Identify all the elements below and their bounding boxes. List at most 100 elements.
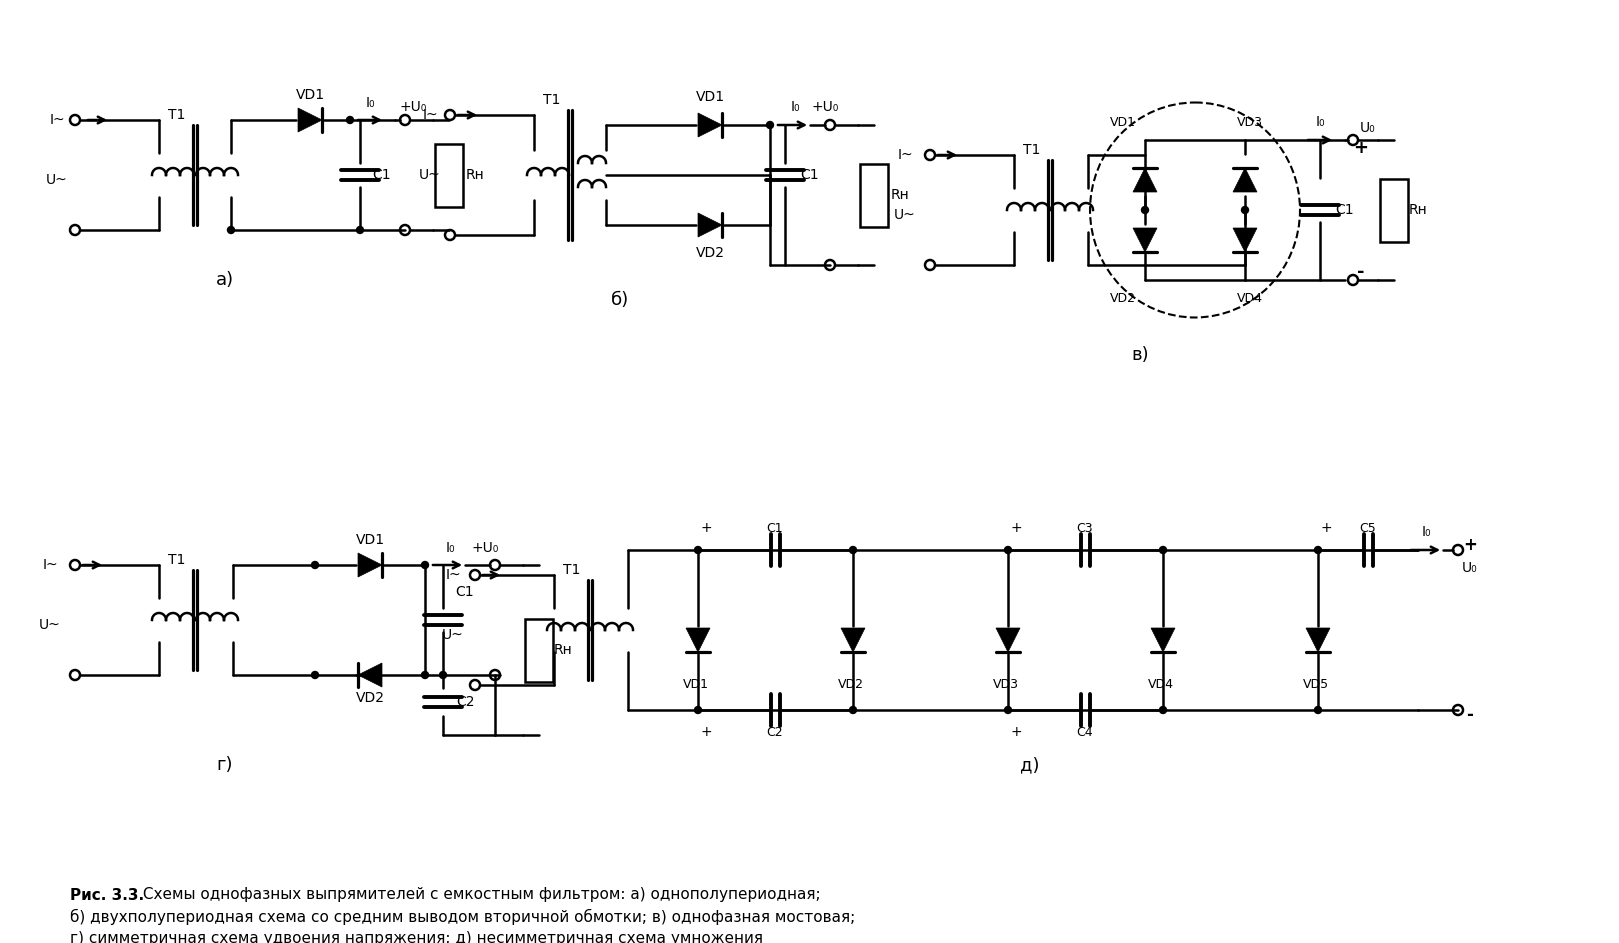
Bar bbox=[434, 143, 463, 207]
Text: +: + bbox=[1464, 536, 1477, 554]
Polygon shape bbox=[1133, 168, 1158, 192]
Text: I₀: I₀ bbox=[1421, 525, 1431, 539]
Circle shape bbox=[1004, 706, 1012, 714]
Text: VD1: VD1 bbox=[1111, 115, 1137, 128]
Text: U₀: U₀ bbox=[1360, 121, 1376, 135]
Circle shape bbox=[1159, 547, 1167, 554]
Text: U~: U~ bbox=[39, 618, 62, 632]
Text: -: - bbox=[1467, 706, 1473, 724]
Polygon shape bbox=[996, 628, 1020, 652]
Circle shape bbox=[766, 122, 774, 128]
Circle shape bbox=[1159, 706, 1167, 714]
Text: Схемы однофазных выпрямителей с емкостным фильтром: а) однополупериодная;: Схемы однофазных выпрямителей с емкостны… bbox=[138, 887, 821, 902]
Text: VD4: VD4 bbox=[1148, 679, 1174, 691]
Text: +U₀: +U₀ bbox=[400, 100, 427, 114]
Text: VD4: VD4 bbox=[1237, 291, 1263, 305]
Text: б) двухполупериодная схема со средним выводом вторичной обмотки; в) однофазная м: б) двухполупериодная схема со средним вы… bbox=[70, 909, 855, 925]
Text: T1: T1 bbox=[1023, 143, 1041, 157]
Text: г): г) bbox=[217, 756, 233, 774]
Text: Rн: Rн bbox=[1409, 203, 1428, 217]
Polygon shape bbox=[686, 628, 711, 652]
Circle shape bbox=[1315, 547, 1321, 554]
Polygon shape bbox=[840, 628, 865, 652]
Text: C1: C1 bbox=[767, 521, 784, 535]
Text: U₀: U₀ bbox=[1462, 561, 1478, 575]
Polygon shape bbox=[298, 108, 322, 132]
Text: C4: C4 bbox=[1077, 725, 1093, 738]
Text: VD1: VD1 bbox=[356, 533, 385, 547]
Text: Rн: Rн bbox=[890, 188, 910, 202]
Text: I₀: I₀ bbox=[1315, 115, 1324, 129]
Text: C1: C1 bbox=[1336, 203, 1355, 217]
Text: г) симметричная схема удвоения напряжения; д) несимметричная схема умножения: г) симметричная схема удвоения напряжени… bbox=[70, 932, 763, 943]
Text: VD2: VD2 bbox=[839, 679, 865, 691]
Text: Rн: Rн bbox=[554, 643, 573, 657]
Text: VD1: VD1 bbox=[696, 90, 725, 104]
Text: VD1: VD1 bbox=[295, 88, 324, 102]
Polygon shape bbox=[1234, 228, 1256, 252]
Circle shape bbox=[421, 671, 429, 679]
Text: в): в) bbox=[1132, 346, 1149, 364]
Circle shape bbox=[421, 561, 429, 569]
Circle shape bbox=[356, 226, 364, 234]
Text: I~: I~ bbox=[49, 113, 65, 127]
Text: VD2: VD2 bbox=[696, 246, 724, 260]
Text: I~: I~ bbox=[897, 148, 913, 162]
Polygon shape bbox=[358, 663, 382, 687]
Text: +U₀: +U₀ bbox=[471, 541, 499, 555]
Text: -: - bbox=[1357, 263, 1365, 281]
Text: +U₀: +U₀ bbox=[811, 100, 839, 114]
Text: U~: U~ bbox=[442, 628, 465, 642]
Text: VD3: VD3 bbox=[992, 679, 1018, 691]
Text: T1: T1 bbox=[544, 93, 560, 107]
Text: +: + bbox=[1010, 725, 1022, 739]
Polygon shape bbox=[1133, 228, 1158, 252]
Text: U~: U~ bbox=[45, 173, 68, 187]
Circle shape bbox=[228, 226, 235, 234]
Text: VD2: VD2 bbox=[1111, 291, 1137, 305]
Circle shape bbox=[850, 547, 856, 554]
Circle shape bbox=[311, 561, 319, 569]
Bar bbox=[525, 619, 554, 682]
Text: +: + bbox=[699, 725, 712, 739]
Text: +: + bbox=[699, 521, 712, 535]
Text: I~: I~ bbox=[445, 568, 461, 582]
Polygon shape bbox=[358, 553, 382, 577]
Circle shape bbox=[1141, 207, 1148, 213]
Text: U~: U~ bbox=[419, 168, 440, 182]
Text: C3: C3 bbox=[1077, 521, 1093, 535]
Polygon shape bbox=[698, 113, 722, 137]
Circle shape bbox=[439, 671, 447, 679]
Text: +: + bbox=[1010, 521, 1022, 535]
Text: C1: C1 bbox=[801, 168, 819, 182]
Circle shape bbox=[695, 547, 701, 554]
Text: C2: C2 bbox=[457, 695, 474, 709]
Text: VD5: VD5 bbox=[1303, 679, 1329, 691]
Text: U~: U~ bbox=[894, 208, 916, 222]
Text: I₀: I₀ bbox=[790, 100, 800, 114]
Text: VD2: VD2 bbox=[356, 691, 384, 705]
Text: C1: C1 bbox=[372, 168, 392, 182]
Text: I~: I~ bbox=[42, 558, 58, 572]
Text: T1: T1 bbox=[563, 563, 581, 577]
Text: +: + bbox=[1319, 521, 1332, 535]
Bar bbox=[860, 163, 889, 226]
Text: C1: C1 bbox=[455, 585, 474, 599]
Text: VD3: VD3 bbox=[1237, 115, 1263, 128]
Circle shape bbox=[1242, 207, 1248, 213]
Text: T1: T1 bbox=[168, 108, 186, 122]
Text: а): а) bbox=[215, 271, 235, 289]
Text: I~: I~ bbox=[423, 108, 437, 122]
Bar bbox=[1379, 178, 1409, 241]
Text: Рис. 3.3.: Рис. 3.3. bbox=[70, 887, 144, 902]
Polygon shape bbox=[1234, 168, 1256, 192]
Circle shape bbox=[695, 706, 701, 714]
Text: T1: T1 bbox=[168, 553, 186, 567]
Polygon shape bbox=[1307, 628, 1329, 652]
Text: +: + bbox=[1353, 139, 1368, 157]
Polygon shape bbox=[698, 213, 722, 237]
Polygon shape bbox=[1151, 628, 1175, 652]
Text: VD1: VD1 bbox=[683, 679, 709, 691]
Circle shape bbox=[850, 706, 856, 714]
Text: I₀: I₀ bbox=[445, 541, 455, 555]
